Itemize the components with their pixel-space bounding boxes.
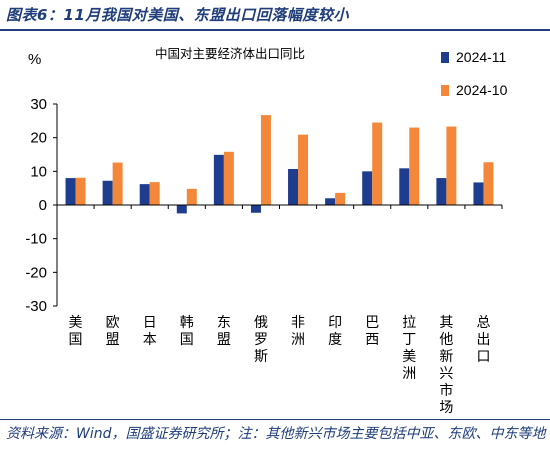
x-category-label: 拉丁美洲 (402, 315, 416, 382)
y-tick-label: -30 (25, 298, 47, 315)
y-tick-label: 0 (39, 197, 47, 214)
bar-2024-11 (139, 184, 150, 205)
y-tick-label: 10 (30, 163, 47, 180)
y-axis-unit-label: % (28, 51, 41, 68)
x-category-label: 韩国 (180, 315, 194, 348)
bar-2024-11 (473, 182, 484, 205)
y-tick-label: -20 (25, 264, 47, 281)
bar-2024-10 (149, 182, 160, 205)
legend-label: 2024-10 (456, 82, 508, 98)
bar-2024-11 (102, 180, 113, 205)
bar-2024-11 (325, 198, 336, 205)
bar-2024-11 (250, 205, 261, 213)
x-category-label: 总出口 (476, 315, 490, 365)
y-tick-label: 20 (30, 130, 47, 147)
legend: 2024-11 2024-10 (441, 49, 508, 98)
bar-2024-11 (213, 154, 224, 205)
bar-2024-10 (446, 126, 457, 205)
x-category-label: 日本 (143, 315, 157, 348)
bar-2024-10 (298, 134, 309, 205)
y-axis: 30 20 10 0 -10 -20 -30 (25, 96, 58, 315)
bars-group (65, 115, 494, 214)
title-divider (0, 29, 550, 31)
x-category-label: 欧盟 (106, 315, 120, 348)
legend-swatch (441, 52, 449, 63)
bar-2024-10 (75, 177, 86, 205)
bar-2024-10 (409, 127, 420, 205)
bar-2024-10 (372, 122, 383, 205)
bar-2024-11 (362, 171, 373, 205)
bar-2024-10 (260, 115, 271, 205)
x-category-label: 非洲 (291, 315, 305, 348)
bar-2024-10 (186, 188, 197, 205)
bar-2024-10 (112, 162, 123, 205)
bar-2024-11 (288, 168, 299, 205)
bar-2024-11 (65, 178, 76, 205)
bar-2024-11 (176, 205, 187, 214)
x-category-label: 印度 (328, 315, 342, 348)
bar-2024-11 (436, 178, 447, 205)
legend-label: 2024-11 (456, 49, 507, 65)
bar-chart: % 中国对主要经济体出口同比 30 20 10 0 -10 -20 -30 美国欧盟日本韩国… (25, 46, 508, 416)
figure-title: 图表6：11月我国对美国、东盟出口回落幅度较小 (6, 6, 349, 24)
y-tick-label: -10 (25, 231, 47, 248)
x-category-label: 俄罗斯 (254, 315, 268, 365)
footer-divider (0, 419, 550, 420)
bar-2024-10 (483, 162, 494, 205)
source-note: 资料来源：Wind，国盛证券研究所；注：其他新兴市场主要包括中亚、东欧、中东等地 (6, 426, 546, 442)
x-category-label: 东盟 (217, 315, 231, 348)
x-category-label: 美国 (69, 315, 83, 348)
x-category-label: 巴西 (365, 315, 379, 348)
bar-2024-10 (335, 192, 346, 205)
bar-2024-10 (223, 151, 234, 205)
bar-2024-11 (399, 168, 410, 205)
y-tick-label: 30 (30, 96, 47, 113)
x-category-label: 其他新兴市场 (439, 315, 453, 416)
legend-swatch (441, 85, 449, 96)
chart-title: 中国对主要经济体出口同比 (155, 46, 305, 61)
